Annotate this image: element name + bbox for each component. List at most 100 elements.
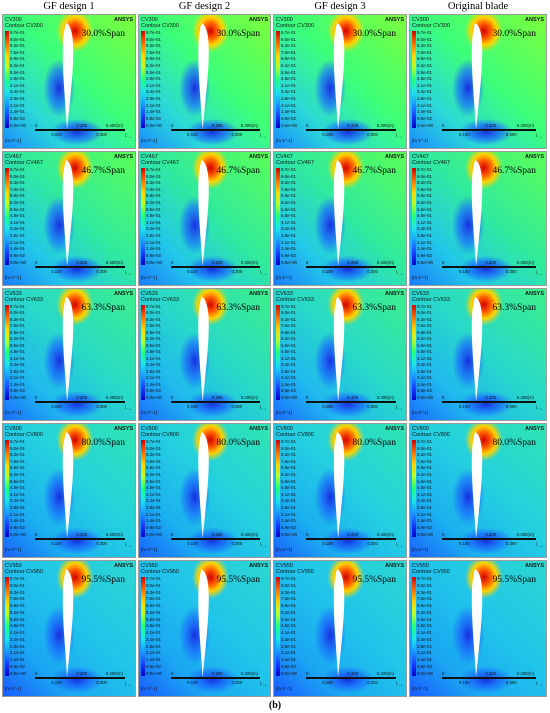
legend-tick-label: 7.6e-01 bbox=[10, 323, 25, 329]
scale-bar-segment bbox=[512, 538, 536, 540]
legend-tick-label: 6.9e-01 bbox=[417, 603, 432, 608]
velocity-contour-image bbox=[410, 561, 546, 696]
legend-tick-label: 3.4e-01 bbox=[281, 226, 296, 232]
scale-tick-mid3: 0.300 bbox=[367, 269, 378, 274]
scale-tick-mid3: 0.300 bbox=[96, 404, 107, 409]
ansys-logo: ANSYS bbox=[385, 563, 404, 569]
legend-tick-label: 1.4e-01 bbox=[281, 381, 296, 387]
legend-tick-label: 2.8e-01 bbox=[146, 233, 161, 239]
span-label: 95.5%Span bbox=[216, 575, 260, 585]
legend-tick-label: 2.8e-01 bbox=[10, 233, 25, 239]
velocity-contour-image bbox=[139, 152, 270, 285]
legend-tick-label: 3.4e-01 bbox=[146, 636, 161, 642]
contour-variable-label: CV300 Contour CV300 bbox=[5, 17, 43, 29]
scale-bar-segment bbox=[373, 266, 396, 268]
legend-tick-label: 9.7e-01 bbox=[146, 304, 161, 309]
scale-tick-end: 0.400(m) bbox=[105, 260, 123, 265]
legend-tick-label: 2.1e-01 bbox=[10, 511, 25, 517]
ansys-logo: ANSYS bbox=[525, 17, 544, 23]
contour-panel: CV800 Contour CV800 ANSYS 80.0%Span 9.7e-01 9… bbox=[2, 423, 136, 558]
axis-triad-icon: └→ bbox=[534, 543, 543, 549]
legend-tick-label: 4.8e-01 bbox=[417, 485, 432, 491]
contour-name: Contour CV633 bbox=[141, 297, 179, 303]
scale-tick-zero: 0 bbox=[442, 671, 445, 676]
velocity-contour-image bbox=[139, 424, 270, 557]
variable-name: CV950 bbox=[412, 563, 429, 569]
legend-ticks: 9.7e-01 9.0e-01 8.3e-01 7.6e-01 6.9e-01 6.2e-… bbox=[281, 576, 297, 676]
legend-tick-label: 6.9e-02 bbox=[281, 524, 296, 530]
legend-tick-label: 2.8e-01 bbox=[146, 368, 161, 374]
legend-tick-label: 0.0e+00 bbox=[146, 394, 162, 400]
legend-ticks: 9.7e-01 9.0e-01 8.3e-01 7.6e-01 6.9e-01 6.2e-… bbox=[281, 30, 297, 128]
ansys-logo: ANSYS bbox=[114, 17, 133, 23]
contour-panel: CV467 Contour CV467 ANSYS 46.7%Span 9.7e-01 9… bbox=[138, 151, 271, 286]
variable-name: CV467 bbox=[141, 154, 158, 160]
color-legend: 9.7e-01 9.0e-01 8.3e-01 7.6e-01 6.9e-01 6.2e-… bbox=[276, 304, 306, 400]
ansys-logo: ANSYS bbox=[385, 291, 404, 297]
legend-tick-label: 4.1e-01 bbox=[417, 355, 432, 361]
scale-tick-mid1: 0.100 bbox=[187, 132, 198, 137]
ansys-logo: ANSYS bbox=[525, 426, 544, 432]
ansys-logo: ANSYS bbox=[114, 563, 133, 569]
legend-tick-label: 6.9e-02 bbox=[281, 115, 296, 121]
axis-triad-icon: └→ bbox=[123, 406, 132, 412]
legend-tick-label: 6.9e-01 bbox=[146, 193, 161, 199]
legend-tick-label: 2.1e-01 bbox=[417, 650, 432, 656]
legend-ticks: 9.7e-01 9.0e-01 8.3e-01 7.6e-01 6.9e-01 6.2e-… bbox=[10, 576, 26, 676]
scale-tick-mid3: 0.300 bbox=[96, 680, 107, 685]
legend-tick-label: 4.8e-01 bbox=[417, 76, 432, 82]
scale-tick-end: 0.400(m) bbox=[376, 395, 394, 400]
contour-panel: CV300 Contour CV300 ANSYS 30.0%Span 9.7e-01 9… bbox=[273, 14, 407, 149]
legend-tick-label: 7.6e-01 bbox=[146, 458, 161, 464]
velocity-contour-image bbox=[274, 152, 406, 285]
contour-variable-label: CV467 Contour CV467 bbox=[276, 154, 314, 166]
legend-tick-label: 4.1e-01 bbox=[10, 630, 25, 635]
scale-tick-zero: 0 bbox=[442, 532, 445, 537]
legend-tick-label: 3.4e-01 bbox=[417, 362, 432, 368]
ansys-logo: ANSYS bbox=[249, 426, 268, 432]
legend-tick-label: 4.1e-01 bbox=[281, 630, 296, 635]
contour-name: Contour CV800 bbox=[276, 432, 314, 438]
scale-tick-end: 0.400(m) bbox=[376, 671, 394, 676]
legend-tick-label: 0.0e+00 bbox=[146, 531, 162, 537]
legend-tick-label: 8.3e-01 bbox=[417, 180, 432, 186]
legend-tick-label: 9.0e-01 bbox=[10, 173, 25, 179]
legend-colorbar bbox=[5, 440, 9, 537]
scale-bar-segment bbox=[328, 677, 351, 679]
legend-tick-label: 5.5e-01 bbox=[417, 342, 432, 348]
unit-label: [m s^-1] bbox=[141, 138, 157, 143]
legend-tick-label: 3.4e-01 bbox=[417, 89, 432, 95]
legend-colorbar bbox=[276, 305, 280, 400]
legend-ticks: 9.7e-01 9.0e-01 8.3e-01 7.6e-01 6.9e-01 6.2e-… bbox=[146, 167, 162, 265]
scale-bar-segment bbox=[193, 538, 216, 540]
scale-tick-zero: 0 bbox=[306, 395, 309, 400]
unit-label: [m s^-1] bbox=[412, 138, 428, 143]
scale-bar: 0 0.200 0.400(m) 0.100 0.300 bbox=[35, 260, 125, 274]
legend-tick-label: 2.1e-01 bbox=[10, 650, 25, 656]
axis-triad-icon: └→ bbox=[123, 543, 132, 549]
scale-tick-zero: 0 bbox=[35, 123, 38, 128]
legend-tick-label: 2.8e-01 bbox=[417, 96, 432, 102]
legend-tick-label: 4.1e-01 bbox=[417, 491, 432, 497]
legend-tick-label: 4.8e-01 bbox=[10, 213, 25, 219]
contour-name: Contour CV950 bbox=[412, 569, 450, 575]
legend-colorbar bbox=[5, 577, 9, 676]
velocity-contour-image bbox=[3, 424, 135, 557]
color-legend: 9.7e-01 9.0e-01 8.3e-01 7.6e-01 6.9e-01 6.2e-… bbox=[412, 576, 442, 676]
span-label: 46.7%Span bbox=[492, 166, 536, 176]
velocity-contour-image bbox=[139, 561, 270, 696]
scale-bar-segment bbox=[102, 129, 125, 131]
legend-tick-label: 4.8e-01 bbox=[281, 623, 296, 629]
contour-name: Contour CV467 bbox=[276, 160, 314, 166]
axis-triad-icon: └→ bbox=[123, 271, 132, 277]
legend-tick-label: 6.9e-01 bbox=[10, 603, 25, 608]
legend-tick-label: 4.1e-01 bbox=[146, 630, 161, 635]
scale-tick-mid3: 0.300 bbox=[367, 404, 378, 409]
scale-tick-zero: 0 bbox=[35, 532, 38, 537]
legend-tick-label: 5.5e-01 bbox=[10, 206, 25, 212]
scale-bar: 0 0.200 0.400(m) 0.100 0.300 bbox=[306, 671, 396, 685]
legend-tick-label: 6.9e-02 bbox=[10, 388, 25, 394]
legend-tick-label: 7.6e-01 bbox=[417, 49, 432, 55]
legend-tick-label: 6.9e-01 bbox=[281, 193, 296, 199]
legend-tick-label: 2.8e-01 bbox=[281, 96, 296, 102]
